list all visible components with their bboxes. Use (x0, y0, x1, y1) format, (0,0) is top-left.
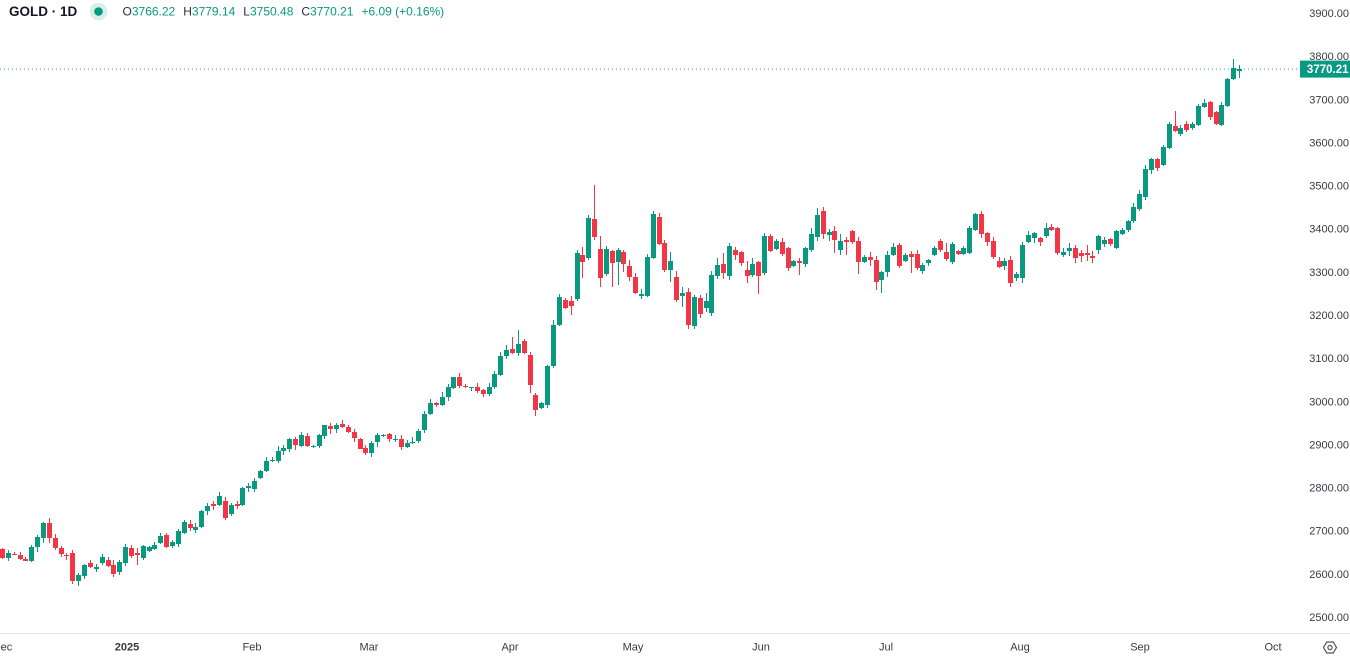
svg-text:Mar: Mar (360, 642, 379, 654)
svg-text:2025: 2025 (115, 642, 139, 654)
svg-text:Jul: Jul (879, 642, 893, 654)
svg-text:2900.00: 2900.00 (1309, 440, 1349, 452)
svg-text:3300.00: 3300.00 (1309, 267, 1349, 279)
svg-text:3600.00: 3600.00 (1309, 138, 1349, 150)
svg-text:Oct: Oct (1264, 642, 1281, 654)
svg-text:2500.00: 2500.00 (1309, 612, 1349, 624)
svg-text:Sep: Sep (1130, 642, 1150, 654)
svg-text:GOLD · 1D: GOLD · 1D (9, 4, 78, 19)
svg-text:2600.00: 2600.00 (1309, 569, 1349, 581)
svg-text:2700.00: 2700.00 (1309, 526, 1349, 538)
svg-text:3500.00: 3500.00 (1309, 181, 1349, 193)
svg-text:3800.00: 3800.00 (1309, 51, 1349, 63)
svg-text:Dec: Dec (0, 642, 13, 654)
svg-text:Feb: Feb (243, 642, 262, 654)
svg-text:May: May (623, 642, 644, 654)
svg-text:3200.00: 3200.00 (1309, 310, 1349, 322)
svg-text:2800.00: 2800.00 (1309, 483, 1349, 495)
svg-text:3400.00: 3400.00 (1309, 224, 1349, 236)
svg-text:Jun: Jun (752, 642, 770, 654)
svg-text:Aug: Aug (1010, 642, 1030, 654)
svg-text:Apr: Apr (501, 642, 518, 654)
svg-text:3000.00: 3000.00 (1309, 396, 1349, 408)
svg-text:3900.00: 3900.00 (1309, 8, 1349, 20)
svg-text:3700.00: 3700.00 (1309, 94, 1349, 106)
svg-text:3770.21: 3770.21 (1307, 64, 1349, 76)
svg-text:3100.00: 3100.00 (1309, 353, 1349, 365)
